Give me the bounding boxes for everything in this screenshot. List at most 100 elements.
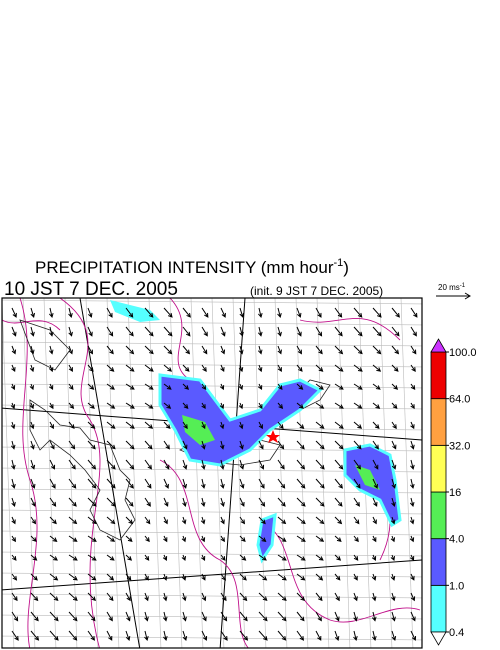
title-text: PRECIPITATION INTENSITY (mm hour bbox=[35, 258, 334, 277]
wind-vector bbox=[371, 554, 377, 561]
wind-vector bbox=[353, 573, 358, 581]
wind-vector bbox=[277, 497, 286, 507]
wind-vector bbox=[239, 554, 247, 561]
wind-vector bbox=[10, 440, 16, 450]
wind-vector bbox=[162, 611, 168, 622]
wind-vector bbox=[106, 592, 114, 602]
wind-vector bbox=[106, 440, 116, 450]
domain-line bbox=[79, 298, 141, 648]
wind-vector bbox=[182, 630, 188, 641]
wind-vector bbox=[220, 478, 225, 489]
wind-vector bbox=[220, 345, 226, 355]
lat-lon-grid bbox=[2, 614, 422, 620]
wind-vector bbox=[30, 326, 35, 337]
wind-vector bbox=[29, 383, 35, 391]
wind-vector bbox=[49, 516, 57, 525]
wind-vector bbox=[30, 516, 37, 525]
wind-vector bbox=[315, 459, 325, 470]
wind-vector bbox=[353, 630, 358, 642]
wind-vector bbox=[391, 364, 399, 372]
wind-vector bbox=[353, 326, 363, 337]
wind-vector bbox=[372, 459, 379, 470]
wind-vector bbox=[258, 611, 268, 622]
wind-vector bbox=[315, 440, 325, 450]
wind-vector bbox=[181, 554, 186, 562]
wind-vector bbox=[106, 402, 116, 409]
wind-vector bbox=[258, 516, 266, 525]
wind-vector bbox=[125, 421, 135, 429]
wind-vector bbox=[49, 478, 56, 489]
wind-vector bbox=[200, 535, 206, 543]
lat-lon-grid bbox=[2, 635, 422, 641]
wind-vector bbox=[315, 402, 325, 409]
wind-vector bbox=[87, 573, 97, 581]
wind-vector bbox=[258, 573, 268, 581]
wind-vector bbox=[201, 459, 206, 470]
wind-vector bbox=[182, 497, 187, 507]
wind-vector bbox=[296, 535, 306, 542]
wind-vector bbox=[315, 383, 324, 390]
wind-vector bbox=[315, 535, 325, 542]
lat-lon-grid bbox=[22, 298, 36, 648]
wind-vector bbox=[163, 440, 170, 450]
wind-vector bbox=[258, 592, 268, 602]
wind-vector bbox=[87, 402, 95, 409]
wind-vector bbox=[29, 364, 35, 373]
wind-vector bbox=[163, 478, 169, 489]
wind-vector bbox=[238, 421, 244, 430]
wind-vector bbox=[277, 459, 285, 470]
colorbar-label: 4.0 bbox=[449, 534, 464, 546]
wind-vector bbox=[296, 345, 302, 355]
wind-vector bbox=[219, 402, 225, 410]
wind-vector bbox=[182, 459, 188, 470]
wind-vector bbox=[11, 573, 18, 581]
lat-lon-grid bbox=[2, 362, 422, 368]
wind-vector bbox=[391, 345, 400, 355]
wind-vector bbox=[144, 497, 151, 507]
wind-vector bbox=[258, 307, 263, 318]
wind-vector bbox=[201, 573, 206, 581]
lat-lon-grid bbox=[106, 298, 120, 648]
wind-vector bbox=[49, 402, 54, 410]
wind-vector bbox=[334, 459, 344, 470]
wind-vector bbox=[371, 611, 377, 622]
lat-lon-grid bbox=[2, 320, 422, 326]
lat-lon-grid bbox=[211, 298, 225, 648]
wind-vector bbox=[391, 592, 396, 602]
wind-vector bbox=[11, 364, 16, 373]
colorbar-bin bbox=[430, 538, 447, 586]
wind-vector bbox=[277, 402, 284, 409]
wind-vector bbox=[315, 421, 325, 429]
wind-vector bbox=[163, 497, 169, 507]
vector-scale-text: 20 ms bbox=[438, 283, 460, 292]
wind-vector bbox=[106, 345, 114, 355]
colorbar-label: 64.0 bbox=[449, 394, 470, 406]
wind-vector bbox=[296, 440, 305, 450]
wind-vector bbox=[220, 497, 225, 507]
wind-vector bbox=[163, 516, 168, 525]
pressure-contour bbox=[159, 459, 250, 648]
wind-vector bbox=[315, 478, 325, 489]
wind-vector bbox=[87, 364, 94, 372]
wind-vector bbox=[11, 630, 19, 641]
wind-vector bbox=[68, 307, 73, 318]
wind-vector bbox=[353, 345, 363, 355]
wind-vector bbox=[219, 421, 225, 430]
pressure-contour bbox=[59, 298, 101, 648]
wind-vector bbox=[277, 478, 286, 489]
wind-vector bbox=[353, 478, 361, 489]
wind-vector bbox=[144, 326, 154, 337]
wind-vector bbox=[49, 630, 59, 641]
wind-vector bbox=[182, 383, 190, 390]
wind-vector bbox=[315, 497, 325, 507]
wind-vector bbox=[201, 592, 207, 602]
wind-vector bbox=[257, 364, 263, 373]
wind-vector bbox=[258, 497, 266, 507]
colorbar-bin bbox=[430, 444, 447, 493]
wind-vector bbox=[315, 326, 323, 337]
wind-vector bbox=[371, 592, 377, 602]
title-sup: -1 bbox=[333, 257, 343, 269]
wind-vector bbox=[391, 307, 400, 318]
wind-vector bbox=[10, 383, 16, 391]
wind-vector bbox=[87, 554, 97, 561]
